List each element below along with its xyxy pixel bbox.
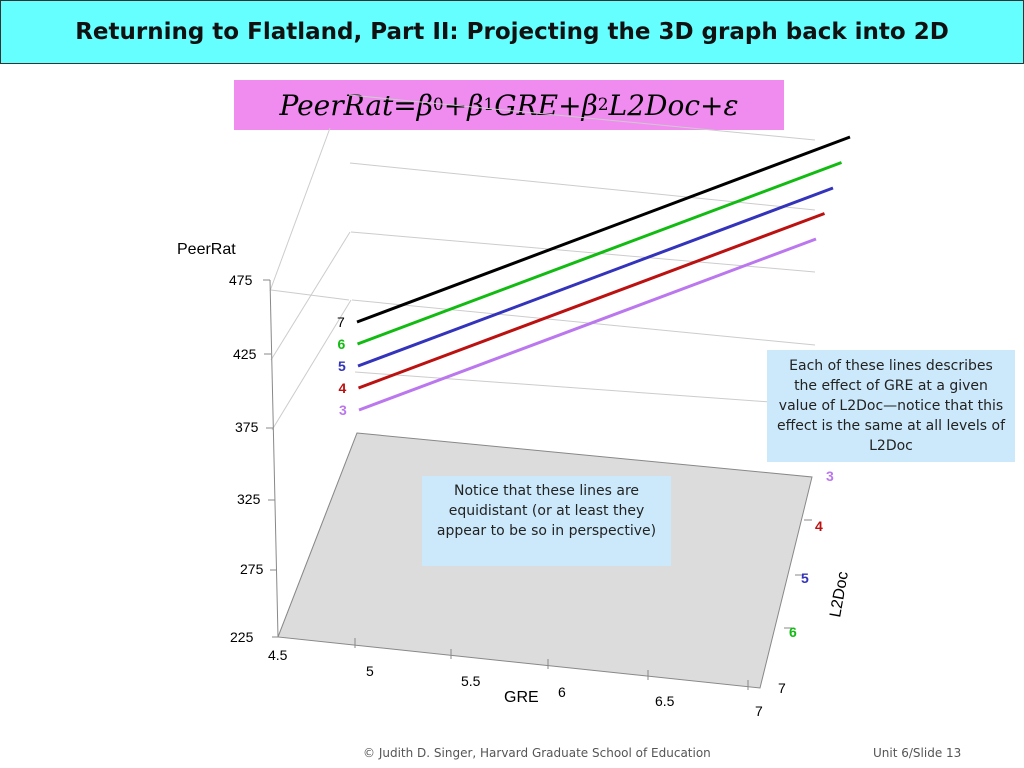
- y-tick-label: 475: [229, 272, 253, 288]
- x-tick-label: 5: [366, 663, 374, 679]
- eq-beta: β: [416, 88, 433, 122]
- eq-beta: β: [467, 88, 484, 122]
- eq-epsilon: ε: [723, 88, 739, 122]
- grid-line: [350, 231, 816, 273]
- x-tick-label: 5.5: [461, 673, 481, 689]
- series-line-4: [357, 212, 826, 390]
- eq-gre: GRE: [494, 88, 559, 122]
- callout-effect-note: Each of these lines describes the effect…: [767, 350, 1015, 462]
- back-wall-grid: [269, 94, 816, 638]
- x-tick-label: 6: [558, 684, 566, 700]
- x-axis-title: GRE: [504, 689, 539, 706]
- x-tick-label: 6.5: [655, 693, 675, 709]
- eq-sub0: 0: [432, 95, 444, 115]
- eq-lhs: PeerRat: [279, 88, 394, 122]
- series-label-6: 6: [338, 336, 346, 352]
- y-tick-label: 425: [233, 346, 257, 362]
- footer-copyright: © Judith D. Singer, Harvard Graduate Sch…: [363, 746, 711, 760]
- grid-line: [349, 162, 816, 211]
- y-tick-label: 225: [230, 629, 254, 645]
- grid-line: [348, 94, 816, 141]
- z-axis-title: L2Doc: [827, 570, 852, 618]
- series-line-6: [356, 161, 843, 346]
- series-label-7: 7: [337, 314, 345, 330]
- title-bar: Returning to Flatland, Part II: Projecti…: [0, 0, 1024, 64]
- series-label-4: 4: [339, 380, 347, 396]
- y-tick-label: 375: [235, 419, 259, 435]
- series-line-3: [358, 237, 817, 412]
- grid-line: [354, 371, 813, 406]
- z-tick-label: 7: [778, 680, 786, 696]
- slide-title: Returning to Flatland, Part II: Projecti…: [75, 19, 949, 45]
- series-lines: [356, 135, 851, 412]
- y-tick-label: 275: [240, 561, 264, 577]
- y-axis-title: PeerRat: [177, 241, 236, 258]
- y-axis-line: [269, 279, 279, 638]
- series-line-7: [356, 135, 851, 324]
- series-line-5: [357, 186, 834, 368]
- callout-equidistant-note: Notice that these lines are equidistant …: [422, 476, 671, 566]
- grid-line: [270, 289, 350, 301]
- grid-line: [271, 299, 352, 431]
- x-tick-label: 4.5: [268, 647, 288, 663]
- eq-beta: β: [581, 88, 598, 122]
- eq-equals: =: [393, 88, 417, 122]
- z-tick-label: 4: [815, 518, 823, 534]
- eq-sub1: 1: [483, 95, 495, 115]
- eq-sub2: 2: [597, 95, 609, 115]
- series-label-5: 5: [338, 358, 346, 374]
- x-tick-label: 7: [755, 703, 763, 719]
- grid-line: [269, 127, 331, 292]
- eq-l2doc: L2Doc: [608, 88, 701, 122]
- grid-line: [351, 299, 816, 346]
- footer-slide-number: Unit 6/Slide 13: [873, 746, 962, 760]
- y-tick-label: 325: [237, 491, 261, 507]
- z-tick-label: 5: [801, 570, 809, 586]
- eq-plus: +: [700, 88, 724, 122]
- grid-line: [270, 231, 351, 361]
- eq-plus: +: [558, 88, 582, 122]
- z-tick-label: 6: [789, 624, 797, 640]
- axes: [263, 279, 812, 690]
- z-tick-label: 3: [826, 468, 834, 484]
- series-label-3: 3: [339, 402, 347, 418]
